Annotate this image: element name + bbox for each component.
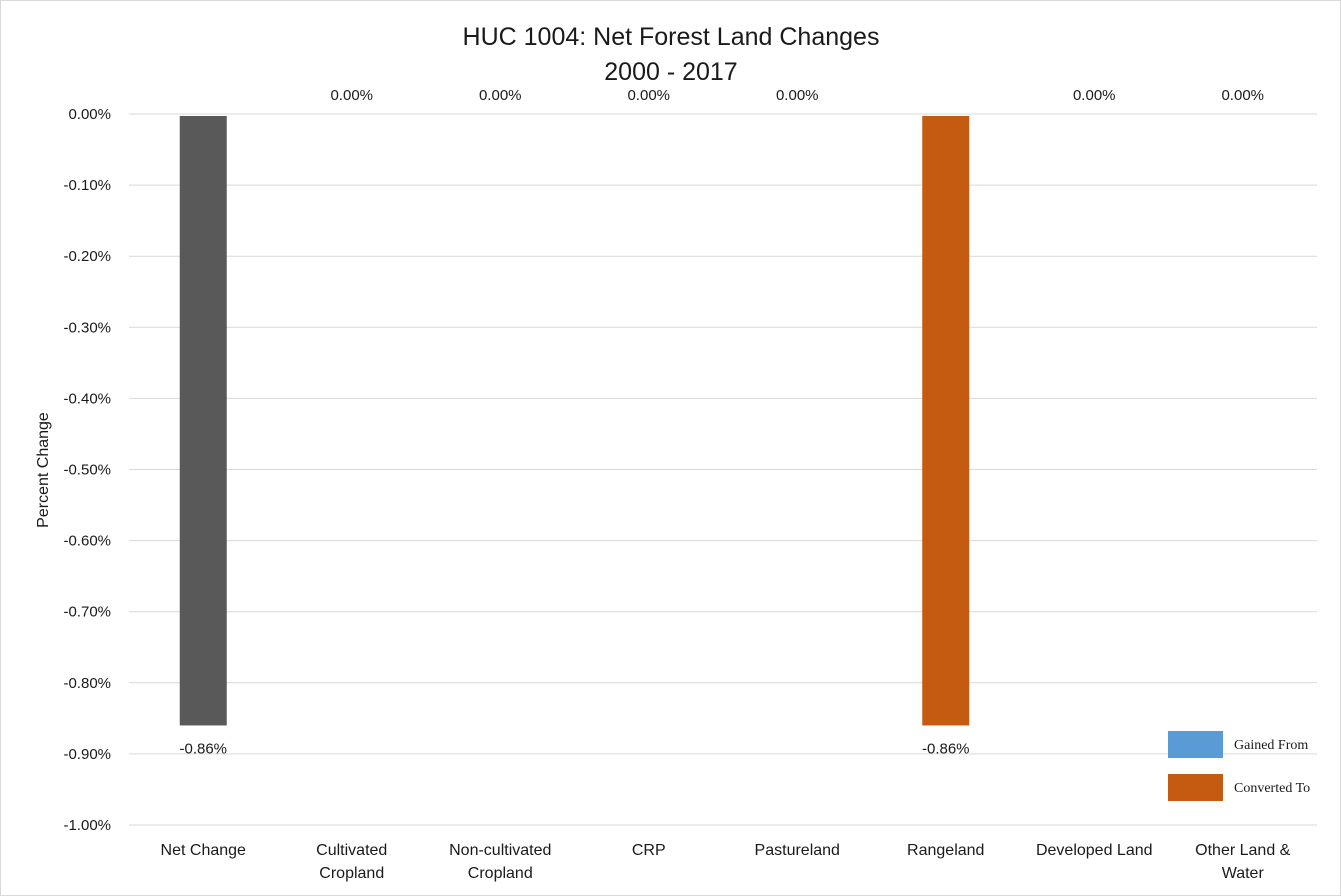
data-labels: -0.86% 0.00% 0.00% 0.00% 0.00% -0.86% 0.00% 0.0… <box>179 87 1264 757</box>
y-axis-ticks: 0.00% -0.10% -0.20% -0.30% -0.40% -0.50% -0.60… <box>63 106 111 834</box>
y-axis-title: Percent Change <box>35 412 52 528</box>
chart-title-line: 2000 - 2017 <box>604 58 737 86</box>
legend-label: Converted To <box>1234 781 1310 796</box>
x-axis-ticks: Net Change Cultivated Cropland Non-cultivat… <box>161 842 1291 882</box>
y-tick-label: -1.00% <box>63 817 111 834</box>
legend-label: Gained From <box>1234 738 1308 753</box>
x-tick-label: Water <box>1222 865 1265 882</box>
y-tick-label: -0.40% <box>63 390 111 407</box>
data-label: 0.00% <box>1073 87 1116 104</box>
chart-title-line: HUC 1004: Net Forest Land Changes <box>463 23 880 51</box>
y-tick-label: -0.70% <box>63 604 111 621</box>
bar <box>922 116 970 726</box>
data-label: -0.86% <box>179 740 227 757</box>
y-tick-label: -0.90% <box>63 746 111 763</box>
y-tick-label: -0.80% <box>63 675 111 692</box>
data-label: 0.00% <box>479 87 522 104</box>
x-tick-label: Net Change <box>161 842 246 859</box>
data-label: -0.86% <box>922 740 970 757</box>
x-tick-label: Cropland <box>468 865 533 882</box>
y-tick-label: -0.50% <box>63 462 111 479</box>
bars <box>179 116 970 726</box>
data-label: 0.00% <box>776 87 819 104</box>
y-tick-label: -0.30% <box>63 319 111 336</box>
x-tick-label: Cropland <box>319 865 384 882</box>
x-tick-label: Pastureland <box>755 842 840 859</box>
bar <box>179 116 227 726</box>
legend-swatch <box>1168 731 1223 758</box>
y-tick-label: -0.20% <box>63 248 111 265</box>
x-tick-label: Developed Land <box>1036 842 1153 859</box>
y-axis-label: Percent Change <box>35 412 52 528</box>
y-tick-label: -0.10% <box>63 177 111 194</box>
x-tick-label: Cultivated <box>316 842 387 859</box>
y-tick-label: -0.60% <box>63 533 111 550</box>
data-label: 0.00% <box>1221 87 1264 104</box>
data-label: 0.00% <box>627 87 670 104</box>
x-tick-label: Other Land & <box>1195 842 1291 859</box>
y-tick-label: 0.00% <box>68 106 111 123</box>
x-tick-label: Rangeland <box>907 842 984 859</box>
legend-swatch <box>1168 774 1223 801</box>
x-tick-label: CRP <box>632 842 666 859</box>
gridlines <box>129 113 1317 826</box>
legend: Gained From Converted To <box>1168 731 1310 801</box>
x-tick-label: Non-cultivated <box>449 842 551 859</box>
data-label: 0.00% <box>330 87 373 104</box>
chart-title: HUC 1004: Net Forest Land Changes 2000 - … <box>463 23 880 86</box>
